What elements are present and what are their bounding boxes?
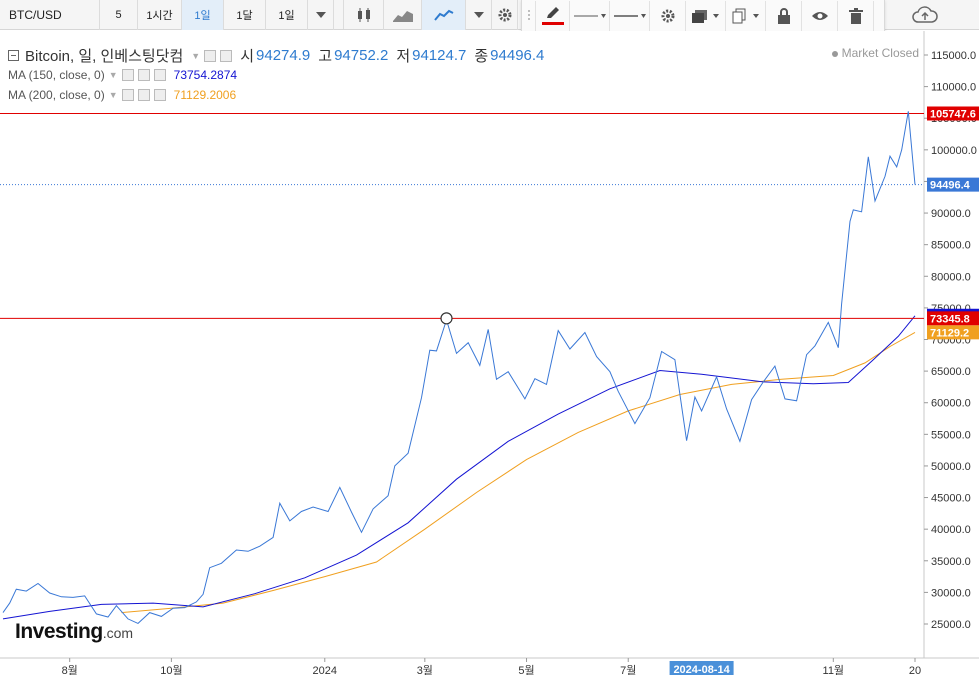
hline-price-tag-1: 105747.6 bbox=[930, 108, 976, 120]
x-tick-label: 2024 bbox=[313, 665, 337, 675]
price-chart[interactable]: 25000.0 30000.0 35000.0 40000.0 45000.0 50000… bbox=[0, 31, 979, 675]
y-tick-label: 60000.0 bbox=[931, 398, 971, 410]
ma200-line bbox=[121, 331, 916, 614]
x-tick-label: 7월 bbox=[620, 664, 636, 675]
y-tick-label: 115000.0 bbox=[931, 50, 976, 62]
ma150-settings-icon[interactable] bbox=[137, 69, 150, 81]
y-tick-label: 30000.0 bbox=[931, 587, 971, 599]
ma200-value: 71129.2006 bbox=[173, 88, 237, 102]
ma200-settings-icon[interactable] bbox=[137, 89, 150, 101]
drawing-toolbar bbox=[521, 0, 885, 32]
symbol-field[interactable]: BTC/USD bbox=[0, 0, 100, 30]
lock-icon[interactable] bbox=[766, 0, 802, 31]
y-tick-label: 50000.0 bbox=[931, 461, 971, 473]
legend-main: Bitcoin, 일, 인베스팅닷컴 ▼ 시 94274.9 고 94752.2 저… bbox=[8, 45, 552, 66]
clone-icon[interactable] bbox=[726, 0, 766, 31]
close-value: 94496.4 bbox=[490, 47, 545, 64]
x-cursor-tag: 2024-08-14 bbox=[673, 664, 730, 675]
y-tick-label: 110000.0 bbox=[931, 82, 976, 94]
ma200-dropdown-icon[interactable]: ▼ bbox=[108, 90, 118, 100]
y-tick-label: 40000.0 bbox=[931, 524, 971, 536]
candlestick-icon[interactable] bbox=[344, 0, 384, 30]
ma150-remove-icon[interactable] bbox=[153, 69, 166, 81]
chart-background bbox=[0, 31, 979, 675]
close-label: 종 bbox=[474, 48, 489, 65]
cloud-save-icon[interactable] bbox=[905, 0, 945, 30]
last-price-tag-bg bbox=[927, 177, 979, 192]
legend-ma200: MA (200, close, 0) ▼ 71129.2006 bbox=[8, 88, 236, 102]
x-tick-label: 5월 bbox=[518, 664, 534, 675]
high-value: 94752.2 bbox=[334, 47, 389, 64]
instrument-name: Bitcoin, 일, 인베스팅닷컴 bbox=[25, 48, 184, 65]
last-price-tag: 94496.4 bbox=[930, 180, 971, 192]
open-value: 94274.9 bbox=[256, 47, 311, 64]
ma200-label: MA (200, close, 0) bbox=[8, 88, 105, 102]
interval-dropdown-icon[interactable] bbox=[308, 0, 334, 30]
pen-icon bbox=[546, 7, 559, 18]
y-tick-label: 80000.0 bbox=[931, 271, 971, 283]
ma150-dropdown-icon[interactable]: ▼ bbox=[108, 70, 118, 80]
hline-price-tag-1-bg bbox=[927, 106, 979, 121]
hline-price-tag-2: 73345.8 bbox=[930, 313, 970, 325]
ma200-remove-icon[interactable] bbox=[153, 89, 166, 101]
market-status-text: Market Closed bbox=[841, 46, 919, 60]
interval-5[interactable]: 5 bbox=[100, 0, 138, 30]
logo-suffix: .com bbox=[102, 625, 134, 641]
status-dot-icon bbox=[831, 50, 838, 57]
x-tick-label: 3월 bbox=[417, 664, 433, 675]
line-anchor-handle bbox=[440, 312, 453, 325]
open-label: 시 bbox=[240, 48, 255, 65]
drawing-settings-gear-icon[interactable] bbox=[650, 0, 686, 31]
x-tick-label: 8월 bbox=[62, 664, 78, 675]
investing-logo: Investing.com bbox=[15, 620, 133, 644]
drag-handle-icon[interactable] bbox=[522, 0, 536, 31]
ma200-price-tag-bg bbox=[927, 325, 979, 340]
legend-settings-icon[interactable] bbox=[220, 49, 233, 62]
y-tick-label: 55000.0 bbox=[931, 429, 971, 441]
ma150-visibility-icon[interactable] bbox=[121, 69, 134, 81]
y-tick-label: 25000.0 bbox=[931, 619, 971, 631]
interval-1d[interactable]: 1일 bbox=[182, 0, 224, 30]
interval-1m[interactable]: 1달 bbox=[224, 0, 266, 30]
ma200-visibility-icon[interactable] bbox=[121, 89, 134, 101]
line-width-dropdown[interactable] bbox=[610, 0, 650, 31]
x-tick-label: 20 bbox=[909, 665, 921, 675]
y-tick-label: 100000.0 bbox=[931, 145, 977, 157]
logo-brand: Investing bbox=[15, 620, 103, 643]
ma200-price-tag: 71129.2 bbox=[930, 327, 969, 339]
pen-color-button[interactable] bbox=[536, 0, 570, 31]
y-tick-label: 90000.0 bbox=[931, 208, 971, 220]
price-line bbox=[2, 111, 916, 624]
y-tick-label: 45000.0 bbox=[931, 493, 971, 505]
high-label: 고 bbox=[318, 48, 333, 65]
collapse-legend-icon[interactable] bbox=[8, 50, 19, 61]
chart-type-dropdown-icon[interactable] bbox=[466, 0, 492, 30]
area-chart-icon[interactable] bbox=[384, 0, 422, 30]
x-tick-label: 11월 bbox=[823, 664, 845, 675]
y-tick-label: 85000.0 bbox=[931, 240, 971, 252]
legend-ma150: MA (150, close, 0) ▼ 73754.2874 bbox=[8, 68, 237, 82]
x-cursor-tag-bg bbox=[669, 661, 734, 675]
ma150-line bbox=[2, 315, 916, 620]
market-status: Market Closed bbox=[831, 46, 919, 60]
legend-visibility-icon[interactable] bbox=[204, 49, 217, 62]
visibility-eye-icon[interactable] bbox=[802, 0, 838, 31]
trash-icon[interactable] bbox=[838, 0, 874, 31]
line-chart-icon[interactable] bbox=[422, 0, 466, 30]
interval-1h[interactable]: 1시간 bbox=[138, 0, 182, 30]
low-value: 94124.7 bbox=[412, 47, 467, 64]
low-label: 저 bbox=[396, 48, 411, 65]
layers-icon[interactable] bbox=[686, 0, 726, 31]
interval-1d-alt[interactable]: 1일 bbox=[266, 0, 308, 30]
legend-dropdown-icon[interactable]: ▼ bbox=[191, 50, 201, 61]
hline-price-tag-2-bg bbox=[927, 311, 979, 326]
x-tick-label: 10월 bbox=[160, 664, 182, 675]
line-style-dropdown[interactable] bbox=[570, 0, 610, 31]
ma150-value: 73754.2874 bbox=[173, 68, 238, 82]
settings-gear-icon[interactable] bbox=[492, 0, 518, 30]
y-tick-label: 35000.0 bbox=[931, 556, 971, 568]
ma150-label: MA (150, close, 0) bbox=[8, 68, 105, 82]
y-tick-label: 65000.0 bbox=[931, 366, 971, 378]
